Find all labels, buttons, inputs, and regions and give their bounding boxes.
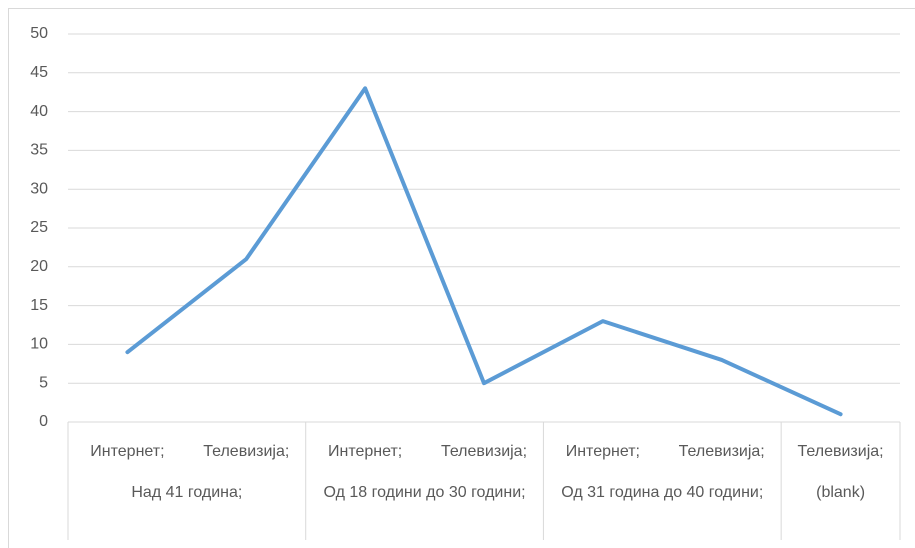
x-tick-label: Телевизија; [203,443,290,460]
y-tick-label: 10 [30,336,48,353]
y-tick-label: 0 [39,413,48,430]
x-tick-label: Интернет; [90,443,165,460]
x-tick-label: Интернет; [565,443,640,460]
y-tick-label: 40 [30,103,48,120]
chart-border [8,8,915,548]
y-tick-label: 25 [30,219,48,236]
x-group-label: (blank) [816,484,866,501]
y-tick-label: 35 [30,142,48,159]
x-tick-label: Телевизија; [678,443,765,460]
x-tick-label: Телевизија; [797,443,884,460]
x-tick-label: Телевизија; [440,443,528,460]
y-tick-label: 50 [30,25,48,42]
x-group-label: Над 41 година; [131,484,243,501]
x-tick-label: Интернет; [327,443,403,460]
y-tick-label: 15 [30,297,48,314]
data-line [125,86,843,417]
y-tick-label: 45 [30,64,48,81]
y-tick-label: 30 [30,180,48,197]
y-tick-label: 20 [30,258,48,275]
x-group-label: Од 31 година до 40 години; [561,484,764,501]
x-group-label: Од 18 години до 30 години; [323,484,526,501]
y-tick-label: 5 [39,374,48,391]
